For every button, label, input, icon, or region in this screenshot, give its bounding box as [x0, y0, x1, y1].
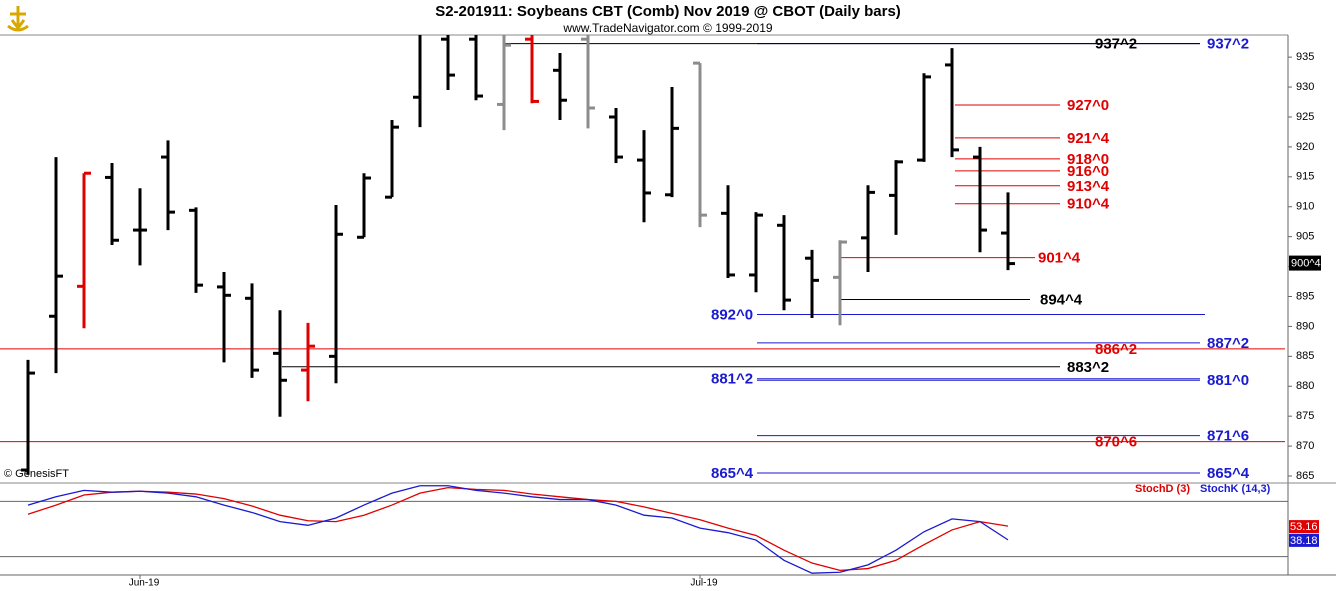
y-tick-label: 920 — [1296, 141, 1314, 153]
level-label: 865^4 — [1207, 465, 1250, 482]
level-label: 910^4 — [1067, 196, 1110, 213]
chart-title: S2-201911: Soybeans CBT (Comb) Nov 2019 … — [435, 3, 901, 20]
level-label: 927^0 — [1067, 97, 1109, 114]
level-label: 918^0 — [1067, 151, 1109, 168]
level-label: 865^4 — [711, 465, 754, 482]
axes: 8658708758808858908959009059109159209259… — [129, 36, 1321, 589]
level-label: 892^0 — [711, 306, 753, 323]
legend-label: StochD (3) — [1135, 483, 1190, 495]
level-label: 916^0 — [1067, 163, 1109, 180]
y-tick-label: 935 — [1296, 51, 1314, 63]
y-tick-label: 915 — [1296, 171, 1314, 183]
level-label: 887^2 — [1207, 335, 1249, 352]
level-label: 886^2 — [1095, 341, 1137, 358]
legend-label: StochK (14,3) — [1200, 483, 1271, 495]
level-label: 870^6 — [1095, 434, 1137, 451]
y-tick-label: 910 — [1296, 201, 1314, 213]
level-label: 881^0 — [1207, 372, 1249, 389]
y-tick-label: 880 — [1296, 380, 1314, 392]
level-label: 901^4 — [1038, 250, 1081, 267]
y-tick-label: 905 — [1296, 231, 1314, 243]
level-label: 913^4 — [1067, 178, 1110, 195]
value-box — [1289, 520, 1319, 534]
chart-subtitle: www.TradeNavigator.com © 1999-2019 — [562, 21, 772, 35]
level-label: 937^2 — [1095, 36, 1137, 53]
y-tick-label: 930 — [1296, 81, 1314, 93]
price-panel — [0, 35, 1285, 475]
level-label: 883^2 — [1067, 359, 1109, 376]
y-tick-label: 870 — [1296, 440, 1314, 452]
stoch-line — [27, 485, 1009, 574]
value-label: 53.16 — [1290, 521, 1318, 533]
last-price-box — [1289, 255, 1321, 271]
level-label: 937^2 — [1207, 36, 1249, 53]
y-tick-label: 865 — [1296, 470, 1314, 482]
y-tick-label: 875 — [1296, 410, 1314, 422]
last-price-label: 900^4 — [1291, 257, 1321, 269]
logo — [4, 4, 32, 32]
level-label: 894^4 — [1040, 291, 1083, 308]
stoch-line — [27, 486, 1009, 572]
level-label: 871^6 — [1207, 428, 1249, 445]
y-tick-label: 925 — [1296, 111, 1314, 123]
level-label: 881^2 — [711, 371, 753, 388]
x-tick-label: Jun-19 — [129, 578, 160, 589]
indicator-panel — [0, 485, 1288, 574]
x-tick-label: Jul-19 — [690, 578, 718, 589]
y-tick-label: 890 — [1296, 320, 1314, 332]
source: © GenesisFT — [4, 468, 69, 480]
y-tick-label: 895 — [1296, 290, 1314, 302]
value-label: 38.18 — [1290, 535, 1318, 547]
value-box — [1289, 533, 1319, 547]
level-label: 921^4 — [1067, 130, 1110, 147]
y-tick-label: 885 — [1296, 350, 1314, 362]
